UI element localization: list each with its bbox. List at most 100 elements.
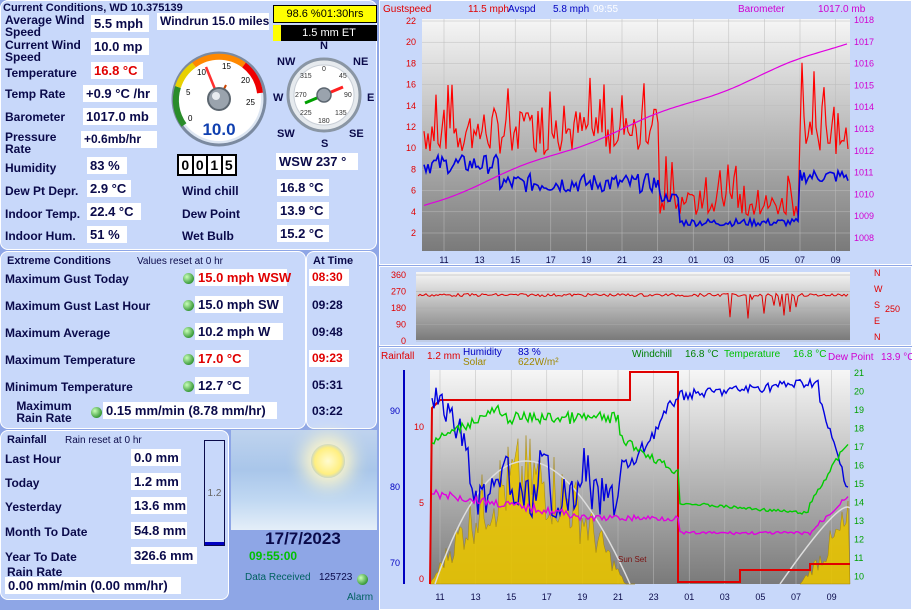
compass-letter: E <box>874 316 880 326</box>
temp-axis-tick: 12 <box>854 535 864 545</box>
y-axis-tick: 4 <box>411 207 416 217</box>
humidity-axis-tick: 70 <box>390 558 400 568</box>
compass-ne: NE <box>353 56 368 68</box>
x-axis-tick: 01 <box>688 255 698 264</box>
y-axis-right-tick: 1015 <box>854 80 874 90</box>
temp-axis-tick: 20 <box>854 387 864 397</box>
x-axis-tick: 17 <box>546 255 556 264</box>
et-box: 1.5 mm ET <box>273 25 377 41</box>
compass-letter: S <box>874 300 880 310</box>
y-axis-tick: 20 <box>406 37 416 47</box>
gust-series-line <box>423 62 849 217</box>
indoor-temp-label: Indoor Temp. <box>5 207 81 221</box>
pressure-rate-label: Pressure Rate <box>5 130 57 156</box>
extremes-title: Extreme Conditions <box>7 255 111 267</box>
humidity-graph-value: 83 % <box>518 347 541 358</box>
current-conditions-title: Current Conditions, WD 10.375139 <box>3 2 183 14</box>
y-axis-tick: 10 <box>406 143 416 153</box>
status-led-icon <box>183 327 194 338</box>
wet-bulb-value: 15.2 °C <box>277 225 329 242</box>
compass-tick: 0 <box>322 66 326 73</box>
baro-label: Barometer <box>738 4 785 15</box>
wind-chill-label: Wind chill <box>182 184 239 198</box>
temp-graph-value: 16.8 °C <box>793 349 827 360</box>
extreme-conditions-panel: Extreme Conditions Values reset at 0 hr … <box>0 251 306 429</box>
data-received-label: Data Received <box>245 572 311 583</box>
alarm-label[interactable]: Alarm <box>347 592 374 603</box>
status-time: 09:55:00 <box>249 549 298 563</box>
x-axis-tick: 13 <box>475 255 485 264</box>
extreme-label: Minimum Temperature <box>5 380 133 394</box>
direction-series-line <box>417 292 849 319</box>
status-led-icon <box>183 300 194 311</box>
temp-graph-panel: Rainfall 1.2 mm Humidity 83 % Solar 622W… <box>379 347 912 610</box>
x-axis-tick: 11 <box>439 255 448 264</box>
y-axis-tick: 180 <box>391 303 406 313</box>
temp-rate-value: +0.9 °C /hr <box>83 85 157 102</box>
wet-bulb-label: Wet Bulb <box>182 229 234 243</box>
sky-image <box>231 430 377 530</box>
windrun-value: Windrun 15.0 miles <box>157 13 269 30</box>
dew-pt-depr-label: Dew Pt Depr. <box>5 184 79 198</box>
gauge-value: 10.0 <box>202 120 235 139</box>
rain-value: 13.6 mm <box>131 497 187 514</box>
dew-point-label: Dew Point <box>182 207 241 221</box>
x-axis-tick: 17 <box>542 592 552 602</box>
odometer-digit: 1 <box>208 156 221 174</box>
temp-axis-tick: 21 <box>854 368 864 378</box>
compass-nw: NW <box>277 56 296 68</box>
average-series-line <box>423 152 849 229</box>
wind-graph-panel: Gustspeed 11.5 mph Avspd 5.8 mph 09:55 B… <box>379 0 912 265</box>
rain-gauge-label: 1.2 <box>207 488 222 499</box>
y-axis-right-tick: 1018 <box>854 15 874 25</box>
compass-tick: 315 <box>300 73 312 80</box>
compass-se: SE <box>349 128 364 140</box>
current-wind-label: Current Wind Speed <box>5 38 81 64</box>
status-date: 17/7/2023 <box>265 529 341 548</box>
at-time-title: At Time <box>313 255 354 267</box>
x-axis-tick: 03 <box>720 592 730 602</box>
rain-graph-value: 1.2 mm <box>427 351 461 362</box>
extreme-time: 09:28 <box>312 298 343 312</box>
rain-label: Today <box>5 476 40 490</box>
rain-axis-tick: 10 <box>414 422 424 432</box>
odometer-digit: 5 <box>222 156 235 174</box>
compass-tick: 90 <box>344 92 352 99</box>
extreme-time: 03:22 <box>312 404 343 418</box>
rain-rate-value: 0.00 mm/min (0.00 mm/hr) <box>5 577 181 594</box>
x-axis-tick: 19 <box>581 255 591 264</box>
status-area: 17/7/2023 09:55:00 Data Received 125723 … <box>229 430 377 603</box>
x-axis-tick: 23 <box>649 592 659 602</box>
data-received-count: 125723 <box>319 572 353 583</box>
extreme-value: 15.0 mph SW <box>195 296 283 313</box>
extreme-value: 12.7 °C <box>195 377 249 394</box>
rain-gauge-fill <box>205 542 224 545</box>
temperature-value: 16.8 °C <box>91 62 143 79</box>
temp-rate-label: Temp Rate <box>5 87 66 101</box>
rain-gauge-tube: 1.2 <box>204 440 225 546</box>
temp-graph-label: Temperature <box>724 349 781 360</box>
temp-axis-tick: 11 <box>854 553 863 563</box>
compass-sw: SW <box>277 128 295 140</box>
odometer-digit: 0 <box>179 156 192 174</box>
rainfall-panel: Rainfall Rain reset at 0 hr Last Hour 0.… <box>0 430 229 600</box>
compass-s: S <box>321 138 328 149</box>
solar-graph-value: 622W/m² <box>518 357 559 368</box>
rain-label: Last Hour <box>5 452 62 466</box>
status-led-icon <box>183 273 194 284</box>
pressure-rate-value: +0.6mb/hr <box>81 131 157 148</box>
y-axis-right-tick: 1014 <box>854 102 874 112</box>
extreme-label: Maximum Average <box>5 326 111 340</box>
barometer-value: 1017.0 mb <box>83 108 157 125</box>
rain-value: 54.8 mm <box>131 522 187 539</box>
baro-value: 1017.0 mb <box>818 4 866 15</box>
temperature-label: Temperature <box>5 66 77 80</box>
x-axis-tick: 21 <box>613 592 623 602</box>
extreme-value: 15.0 mph WSW <box>195 269 291 286</box>
x-axis-tick: 23 <box>653 255 663 264</box>
gauge-tick-0: 0 <box>188 114 193 123</box>
compass-tick: 270 <box>295 92 307 99</box>
extreme-value: 0.15 mm/min (8.78 mm/hr) <box>103 402 277 419</box>
y-axis-right-tick: 1010 <box>854 189 874 199</box>
